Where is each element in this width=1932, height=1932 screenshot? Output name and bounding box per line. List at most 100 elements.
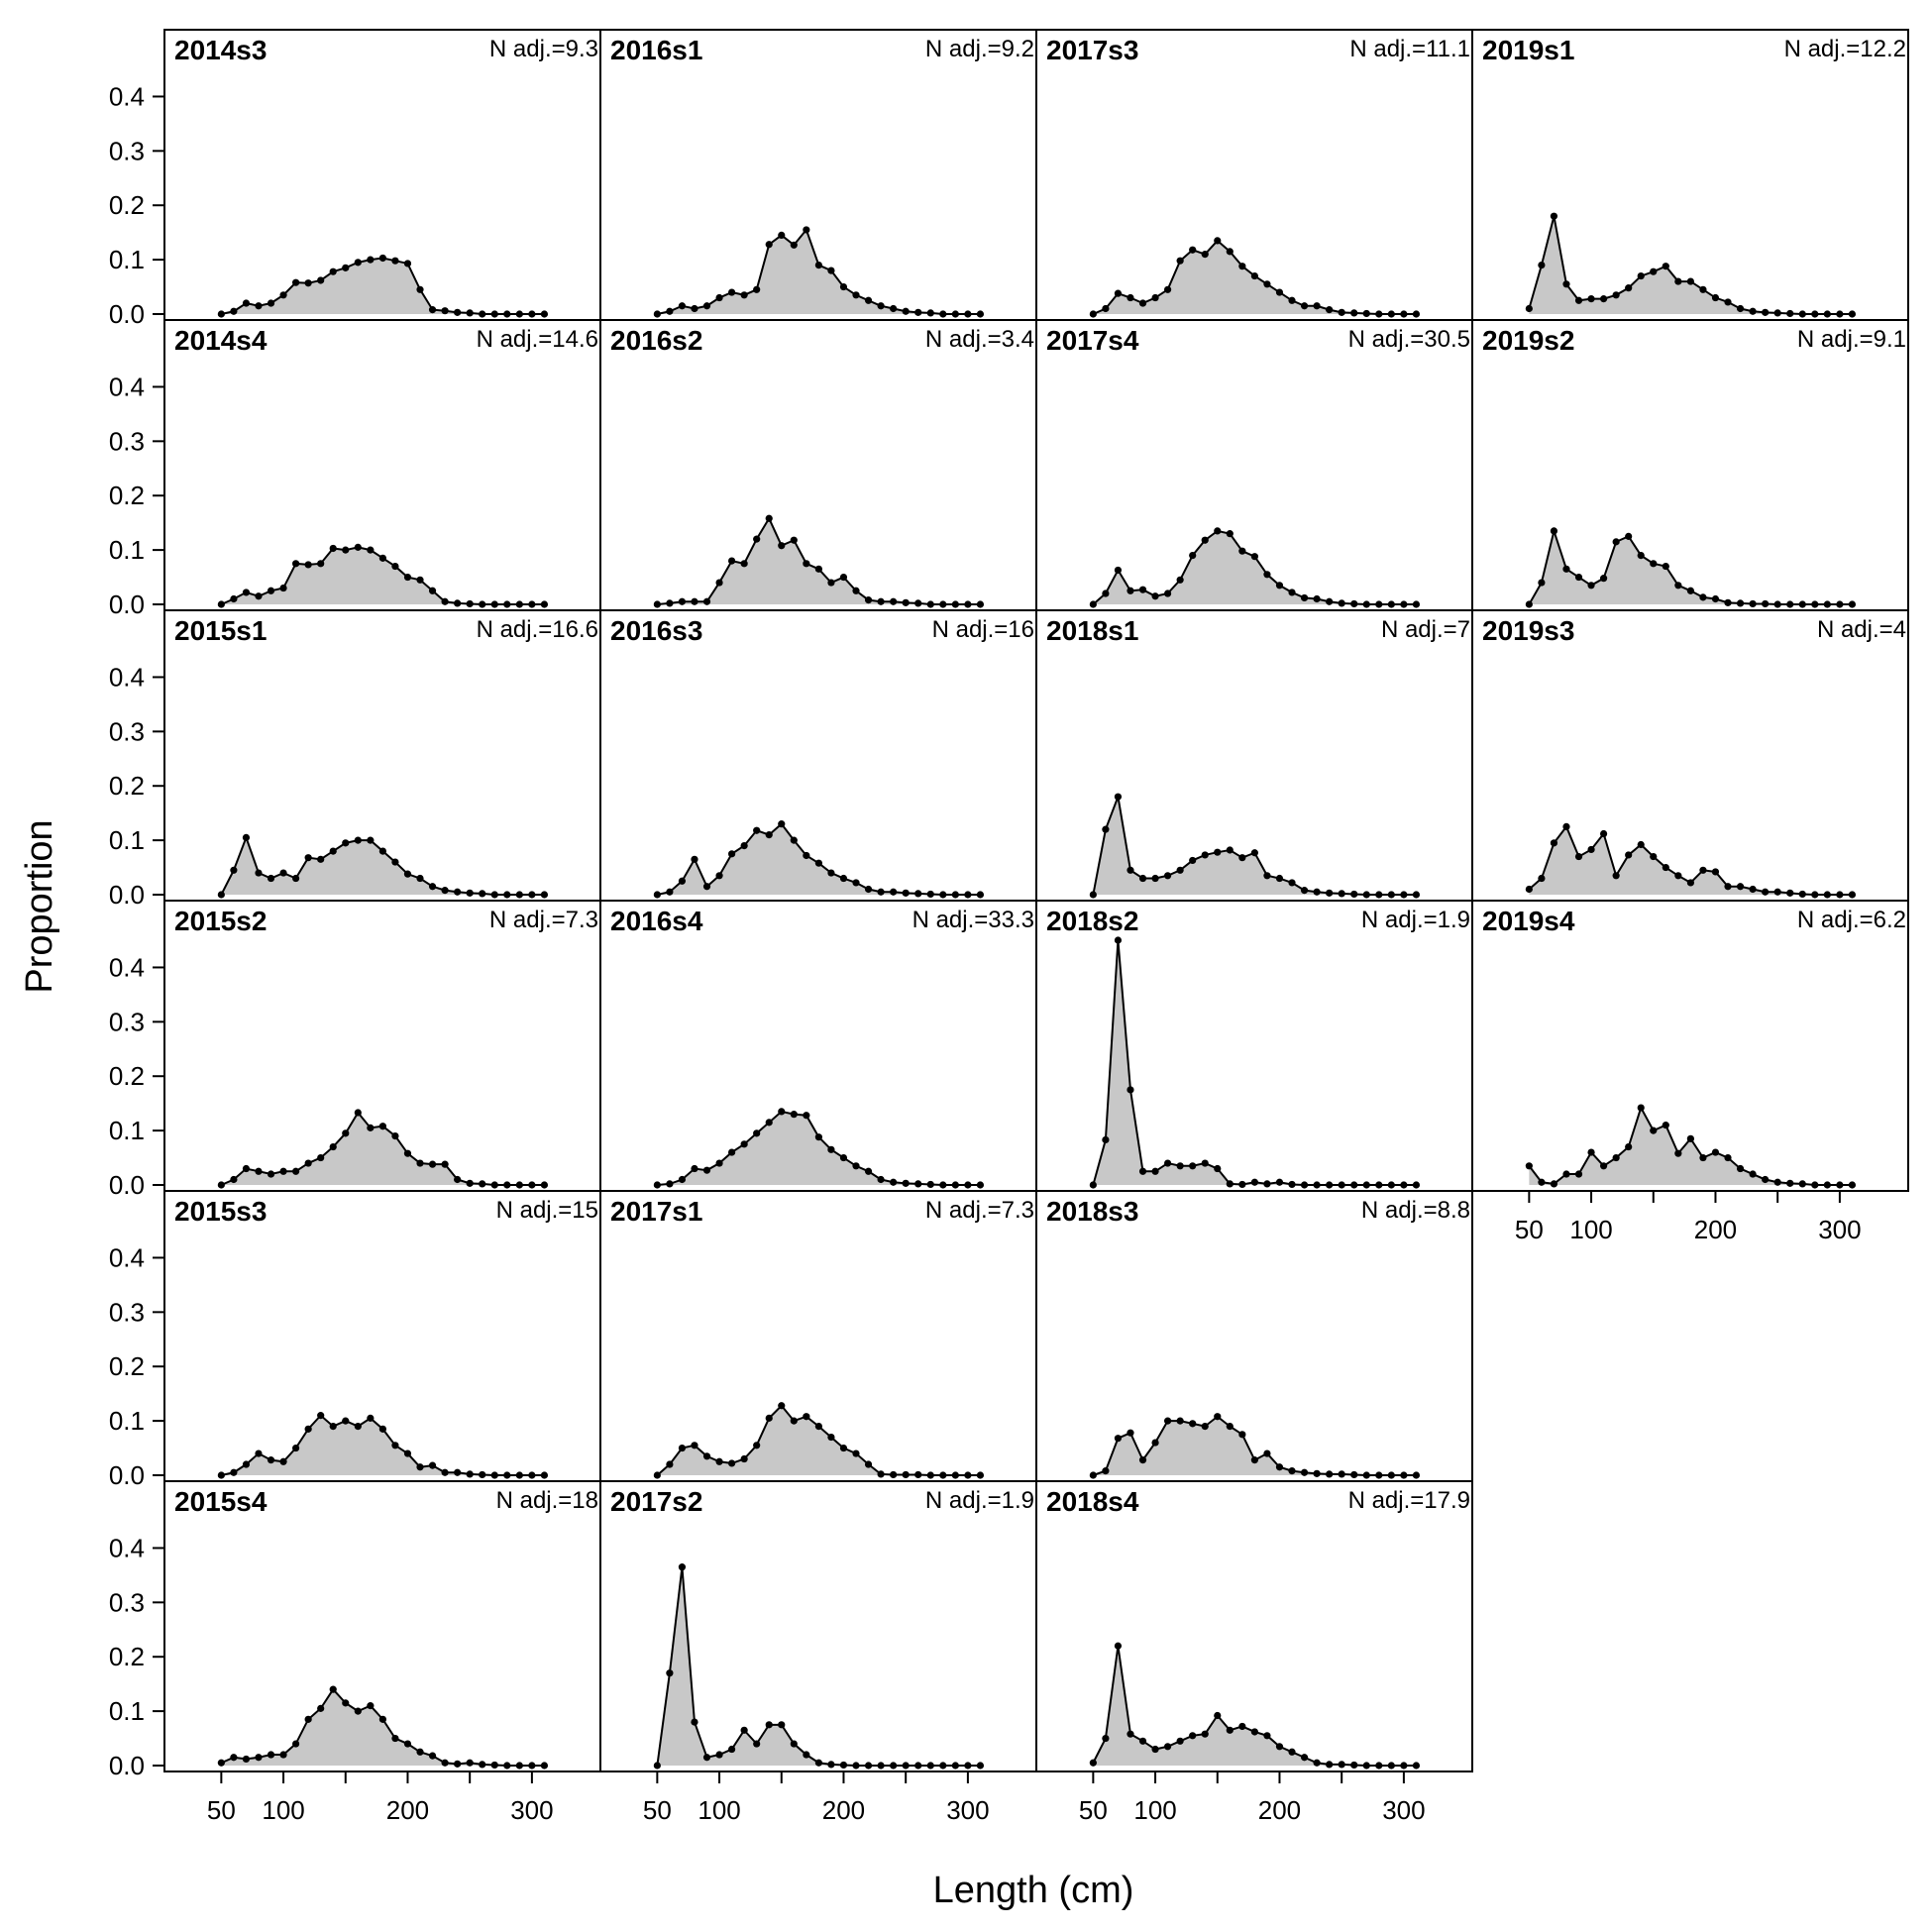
data-point (964, 1181, 972, 1189)
data-point (1375, 1181, 1383, 1189)
data-point (1650, 1127, 1658, 1134)
data-point (1848, 600, 1857, 608)
data-point (827, 1145, 835, 1153)
data-point (1848, 310, 1857, 318)
data-point (1412, 1181, 1421, 1189)
data-point (926, 1180, 934, 1189)
data-point (1412, 1471, 1421, 1479)
data-point (1176, 576, 1184, 584)
n-adj-label: N adj.=8.8 (1361, 1197, 1470, 1224)
data-point (1574, 852, 1583, 861)
data-point (877, 302, 885, 310)
data-point (267, 1456, 275, 1464)
y-tick-label: 0.1 (109, 1696, 145, 1726)
data-point (964, 891, 972, 899)
panel-label: 2017s1 (610, 1196, 702, 1227)
data-point (1786, 1179, 1794, 1187)
y-tick-label: 0.2 (109, 1061, 145, 1091)
data-point (1662, 263, 1669, 270)
data-point (1288, 589, 1296, 596)
data-point (454, 1760, 462, 1768)
x-tick-label: 100 (1569, 1215, 1612, 1244)
y-tick-label: 0.4 (109, 81, 145, 111)
data-point (1711, 293, 1720, 302)
data-point (939, 310, 947, 318)
data-point (378, 1123, 386, 1130)
area-fill (221, 1112, 545, 1185)
data-point (653, 600, 661, 608)
data-point (1600, 575, 1608, 583)
data-point (1350, 890, 1358, 899)
data-point (1138, 1456, 1147, 1464)
data-point (217, 891, 225, 899)
data-point (951, 891, 959, 899)
data-point (691, 1164, 698, 1173)
data-point (890, 888, 898, 896)
data-point (1650, 560, 1658, 568)
data-point (515, 600, 523, 608)
data-point (1313, 888, 1321, 896)
data-point (490, 1471, 498, 1479)
data-point (1263, 1732, 1271, 1740)
data-point (1375, 891, 1383, 899)
data-point (1662, 562, 1669, 571)
data-point (1263, 872, 1271, 880)
data-point (1300, 1754, 1309, 1762)
data-point (416, 1159, 424, 1167)
panel-label: 2018s4 (1046, 1486, 1139, 1517)
panel-frame (1035, 1480, 1473, 1772)
data-point (454, 1175, 462, 1184)
panel-label: 2016s3 (610, 615, 702, 646)
data-point (230, 1175, 238, 1184)
n-adj-label: N adj.=7 (1381, 616, 1470, 643)
data-point (503, 1762, 511, 1770)
data-point (1338, 890, 1345, 898)
panel-label: 2015s2 (174, 906, 267, 936)
data-point (1574, 573, 1583, 582)
data-point (391, 1734, 399, 1743)
data-point (279, 584, 287, 592)
area-fill (657, 1405, 981, 1475)
data-point (964, 1471, 972, 1479)
data-point (1338, 308, 1345, 316)
data-point (304, 1159, 312, 1167)
data-point (1300, 593, 1309, 602)
data-point (839, 1153, 848, 1162)
data-point (926, 890, 934, 899)
data-point (503, 310, 511, 318)
area-fill (221, 547, 545, 604)
data-point (1400, 1471, 1408, 1479)
data-point (1625, 284, 1633, 292)
series-line (656, 1566, 981, 1767)
data-point (814, 1423, 822, 1431)
data-point (666, 307, 674, 315)
data-point (1387, 600, 1395, 608)
data-point (1226, 1726, 1234, 1734)
data-point (715, 1159, 723, 1167)
data-point (728, 1745, 736, 1754)
data-point (515, 1181, 523, 1189)
data-point (1288, 296, 1296, 304)
data-point (914, 1180, 922, 1188)
data-point (1674, 277, 1682, 285)
data-point (1699, 593, 1707, 601)
data-point (1214, 848, 1222, 856)
data-point (1612, 872, 1620, 880)
data-point (441, 887, 449, 895)
data-point (1836, 891, 1844, 899)
data-point (378, 1715, 386, 1723)
data-point (753, 285, 761, 293)
data-point (740, 291, 748, 299)
n-adj-label: N adj.=14.6 (477, 326, 598, 353)
data-point (1275, 582, 1284, 590)
data-point (1089, 891, 1097, 899)
data-point (1811, 600, 1819, 608)
data-point (1176, 1417, 1184, 1425)
y-tick-label: 0.3 (109, 426, 145, 456)
data-point (864, 1460, 873, 1468)
data-point (1250, 1728, 1258, 1736)
data-point (1151, 874, 1159, 883)
data-point (753, 535, 761, 543)
data-point (1164, 1159, 1172, 1167)
data-point (428, 1160, 437, 1168)
